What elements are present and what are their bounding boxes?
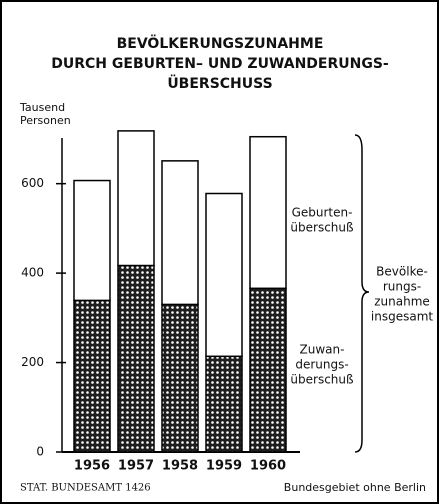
annotation: rungs-	[383, 280, 421, 294]
bar-segment	[161, 160, 199, 306]
bar-segment	[161, 303, 199, 453]
footer-left: STAT. BUNDESAMT 1426	[20, 483, 151, 494]
series-label: Zuwan-	[300, 343, 345, 357]
series-label: überschuß	[290, 221, 354, 235]
bar-segment	[117, 264, 155, 453]
chart-title: ÜBERSCHUSS	[167, 74, 272, 92]
y-tick-label: 400	[21, 266, 44, 280]
y-axis-label: Personen	[20, 114, 71, 127]
x-tick-label: 1960	[250, 459, 286, 474]
bar-segment	[205, 355, 243, 453]
annotation: zunahme	[374, 295, 430, 309]
series-label: überschuß	[290, 373, 354, 387]
x-tick-label: 1957	[118, 459, 154, 474]
bar-segment	[249, 287, 287, 453]
series-label: derungs-	[295, 358, 348, 372]
chart-title: BEVÖLKERUNGSZUNAHME	[117, 34, 324, 52]
annotation: insgesamt	[371, 310, 433, 324]
bar-segment	[249, 135, 287, 290]
series-label: Geburten-	[292, 206, 353, 220]
y-tick-label: 200	[21, 355, 44, 369]
bar-segment	[205, 192, 243, 358]
x-tick-label: 1956	[74, 459, 110, 474]
bar-segment	[73, 179, 111, 302]
bar-segment	[73, 299, 111, 453]
brace	[354, 134, 370, 453]
annotation: Bevölke-	[376, 265, 428, 279]
y-axis-label: Tausend	[19, 101, 65, 114]
bar-segment	[117, 130, 155, 267]
x-tick-label: 1959	[206, 459, 242, 474]
chart-title: DURCH GEBURTEN– UND ZUWANDERUNGS-	[51, 56, 389, 72]
x-tick-label: 1958	[162, 459, 198, 474]
footer-right: Bundesgebiet ohne Berlin	[284, 481, 426, 494]
y-tick-label: 600	[21, 176, 44, 190]
y-tick-label: 0	[36, 445, 44, 459]
